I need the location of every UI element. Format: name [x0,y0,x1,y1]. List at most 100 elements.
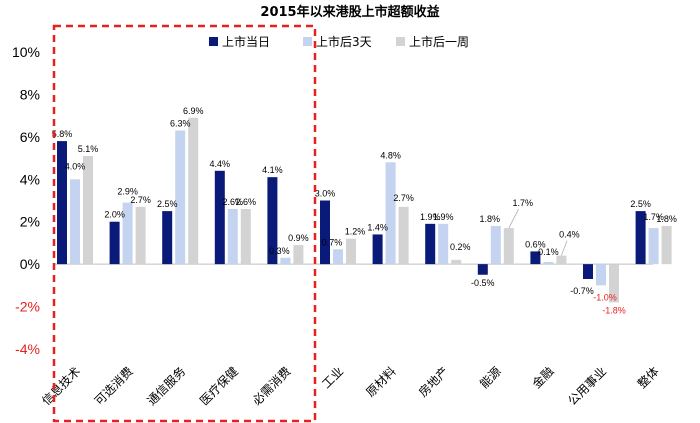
bar [635,211,646,265]
bar [280,257,291,265]
highlight-box [52,24,317,423]
bar [490,225,501,265]
x-category-label: 原材料 [363,364,398,399]
data-label: 6.3% [170,118,191,128]
x-category-label: 信息技术 [39,364,84,409]
bar [57,141,67,265]
data-label: 2.7% [393,193,414,203]
bar [556,255,567,265]
bar [648,228,659,265]
data-label: 3.0% [315,189,336,199]
data-label: -0.7% [570,286,594,296]
x-category-label: 整体 [634,364,662,392]
data-label: 0.2% [450,242,471,252]
legend-swatch [209,37,218,46]
bar [333,249,343,265]
y-axis: 10% 8% 6% 4% 2% 0% -2% -4% [12,44,40,357]
y-tick-label: -4% [15,341,40,357]
x-category-label: 通信服务 [144,364,189,409]
x-category-label: 必需消费 [250,364,294,408]
data-label: 0.7% [322,237,343,247]
bar [596,264,606,286]
data-label: -1.8% [602,305,626,315]
label-leader-lines [508,208,568,256]
bar [267,177,278,265]
legend-swatch [303,37,312,46]
bar [135,206,146,265]
label-leader-line [561,240,568,256]
bar [543,262,554,265]
label-leader-line [508,208,519,229]
data-label: -0.5% [471,278,495,288]
bar [477,264,488,275]
x-category-label: 房地产 [415,364,451,400]
legend-label: 上市当日 [222,34,270,49]
data-label: 6.9% [183,106,204,116]
legend-swatch [396,37,405,46]
bar [372,234,383,265]
x-category-label: 工业 [319,364,346,391]
x-category-label: 医疗保健 [197,364,241,408]
y-tick-label: 0% [20,256,40,272]
data-label: 4.4% [210,159,231,169]
bar [503,228,514,265]
bar [451,259,462,265]
data-label: 0.1% [538,247,559,257]
y-tick-label: -2% [15,299,40,315]
bar [320,200,330,265]
bar [398,206,409,265]
bar [227,208,238,265]
legend-label: 上市后3天 [316,34,372,49]
data-label: 2.6% [223,197,244,207]
bar [122,202,133,265]
y-tick-label: 4% [20,171,40,187]
data-label: 2.5% [630,199,651,209]
data-label: 1.8% [480,214,501,224]
chart-title: 2015年以来港股上市超额收益 [260,4,439,20]
bar [240,208,251,265]
data-label: 4.1% [262,165,283,175]
bar [162,211,173,265]
y-tick-label: 2% [20,214,40,230]
data-label: 1.7% [643,212,664,222]
bar [438,223,449,265]
bar [346,238,356,265]
data-label: -1.0% [593,292,617,302]
data-label: 2.0% [104,210,125,220]
data-label: 2.5% [157,199,178,209]
data-label: 4.8% [380,150,401,160]
data-label: 5.1% [78,144,99,154]
data-label: 1.8% [656,214,677,224]
data-label: 5.8% [52,129,73,139]
bar [385,162,396,265]
data-label: 4.0% [65,161,86,171]
data-label: 2.7% [130,195,151,205]
bar [530,251,541,265]
x-category-label: 公用事业 [565,364,609,408]
bar [583,264,593,279]
data-label: 0.6% [525,239,546,249]
bar [425,223,436,265]
bar [214,170,225,265]
bar [188,117,199,265]
bar-series [57,117,672,303]
data-label: 1.9% [433,212,454,222]
x-category-label: 能源 [477,364,504,391]
bar [293,245,304,265]
data-label: 2.9% [117,187,138,197]
data-label: 0.4% [559,230,580,240]
data-label: 0.3% [269,246,290,256]
bar [661,225,672,265]
x-category-label: 金融 [529,364,557,392]
x-axis-labels: 信息技术 可选消费 通信服务 医疗保健 必需消费 工业 原材料 房地产 能源 金融 公用事业 整体 [39,364,662,409]
y-tick-label: 8% [20,86,40,102]
data-label: 1.9% [420,212,441,222]
bar [109,221,120,265]
legend: 上市当日 上市后3天 上市后一周 [209,34,469,49]
y-tick-label: 6% [20,129,40,145]
data-label: 1.4% [367,222,388,232]
bar [609,264,619,303]
bar [83,155,93,265]
data-label: 1.2% [345,227,366,237]
